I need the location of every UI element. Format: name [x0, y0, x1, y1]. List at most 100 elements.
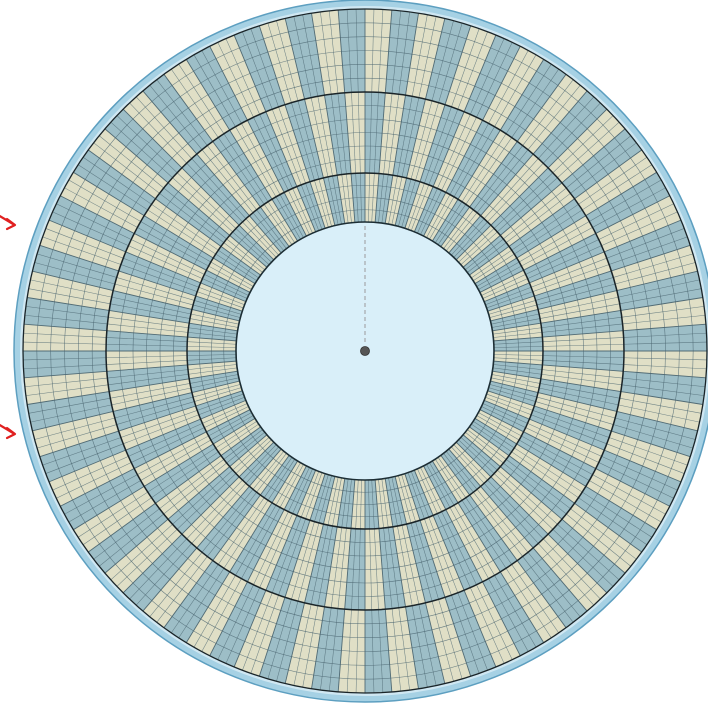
- mesh-sector: [200, 270, 251, 302]
- sector-boundary-line: [406, 523, 426, 603]
- sector-boundary-line: [229, 235, 268, 268]
- mesh-sector: [440, 206, 481, 253]
- sector-boundary-line: [492, 370, 541, 380]
- fine-spoke-line: [435, 201, 463, 243]
- fine-spoke-line: [391, 176, 403, 225]
- mesh-sector: [420, 104, 465, 187]
- fine-spoke-line: [488, 578, 529, 652]
- fine-spoke-line: [24, 377, 108, 388]
- fine-spoke-line: [215, 421, 257, 449]
- fine-spoke-line: [552, 529, 614, 587]
- sector-boundary-line: [392, 526, 406, 607]
- fine-spoke-line: [615, 417, 696, 440]
- sector-boundary-line: [374, 479, 380, 529]
- sector-boundary-line: [616, 270, 698, 291]
- sector-boundary-line: [448, 215, 481, 254]
- fine-spoke-line: [476, 584, 513, 660]
- mesh-sector: [200, 400, 251, 432]
- sector-boundary-line: [187, 360, 237, 366]
- sector-boundary-line: [284, 520, 311, 598]
- fine-spoke-line: [531, 414, 607, 445]
- fine-spoke-line: [478, 265, 522, 290]
- sector-boundary-line: [425, 18, 446, 100]
- fine-spoke-line: [471, 249, 512, 279]
- fine-spoke-line: [131, 427, 205, 463]
- sector-boundary-line: [284, 18, 305, 100]
- sector-boundary-line: [39, 244, 119, 272]
- fine-spoke-line: [398, 475, 412, 524]
- mesh-sector: [445, 590, 496, 677]
- fine-spoke-line: [511, 564, 559, 634]
- fine-spoke-line: [42, 236, 121, 265]
- fine-spoke-line: [525, 427, 599, 463]
- fine-spoke-line: [371, 173, 375, 223]
- fine-spoke-line: [314, 180, 329, 228]
- fine-spoke-line: [253, 511, 289, 585]
- mesh-sector: [234, 590, 285, 677]
- fine-spoke-line: [457, 592, 488, 671]
- fine-spoke-line: [131, 239, 205, 275]
- mesh-sector: [104, 109, 182, 183]
- fine-spoke-line: [25, 384, 109, 396]
- fine-spoke-line: [192, 384, 241, 398]
- fine-spoke-line: [473, 145, 523, 210]
- mesh-sector: [480, 154, 549, 226]
- sector-boundary-line: [324, 95, 338, 176]
- sector-boundary-line: [542, 364, 624, 372]
- sector-boundary-line: [378, 528, 386, 610]
- fine-spoke-line: [482, 403, 528, 424]
- fine-spoke-line: [187, 354, 237, 356]
- mesh-sector: [104, 519, 182, 593]
- fine-spoke-line: [187, 346, 237, 348]
- fine-spoke-line: [293, 16, 312, 98]
- fine-spoke-line: [451, 446, 485, 484]
- fine-spoke-line: [467, 242, 507, 273]
- fine-spoke-line: [82, 497, 152, 545]
- fine-spoke-line: [99, 135, 164, 189]
- fine-spoke-line: [106, 355, 188, 359]
- fine-spoke-line: [428, 109, 459, 185]
- mesh-sector: [196, 486, 261, 561]
- sector-boundary-line: [413, 470, 434, 516]
- sector-boundary-line: [284, 602, 305, 684]
- fine-spoke-line: [341, 174, 349, 224]
- fine-spoke-line: [407, 472, 425, 519]
- fine-spoke-line: [471, 423, 512, 453]
- fine-spoke-line: [189, 374, 239, 384]
- fine-spoke-line: [111, 387, 191, 406]
- fine-spoke-line: [493, 473, 554, 530]
- fine-spoke-line: [201, 50, 242, 124]
- fine-spoke-line: [519, 439, 590, 481]
- sector-boundary-line: [229, 129, 273, 200]
- fine-spoke-line: [420, 190, 442, 235]
- fine-spoke-line: [128, 423, 203, 457]
- fine-spoke-line: [493, 341, 543, 345]
- fine-spoke-line: [204, 274, 249, 296]
- fine-spoke-line: [218, 249, 259, 279]
- fine-spoke-line: [178, 568, 225, 638]
- fine-spoke-line: [23, 357, 107, 361]
- fine-spoke-line: [300, 184, 320, 231]
- fine-spoke-line: [223, 429, 263, 460]
- fine-spoke-line: [426, 464, 451, 508]
- fine-spoke-line: [410, 100, 433, 180]
- fine-spoke-line: [473, 421, 515, 449]
- mesh-sector: [229, 434, 274, 477]
- sector-boundary-line: [532, 547, 588, 612]
- fine-spoke-line: [197, 291, 244, 309]
- fine-spoke-line: [328, 608, 339, 692]
- fine-spoke-line: [601, 456, 678, 491]
- fine-spoke-line: [245, 446, 279, 484]
- fine-spoke-line: [110, 121, 173, 178]
- fine-spoke-line: [223, 133, 269, 202]
- sector-boundary-line: [220, 426, 261, 456]
- mesh-sector: [523, 233, 605, 283]
- fine-spoke-line: [186, 479, 243, 540]
- mesh-sector: [458, 130, 518, 207]
- sector-boundary-line: [212, 141, 261, 208]
- fine-spoke-line: [411, 605, 428, 688]
- sector-boundary-line: [283, 465, 307, 510]
- fine-spoke-line: [391, 10, 402, 94]
- sector-boundary-line: [60, 468, 135, 507]
- fine-spoke-line: [378, 609, 384, 693]
